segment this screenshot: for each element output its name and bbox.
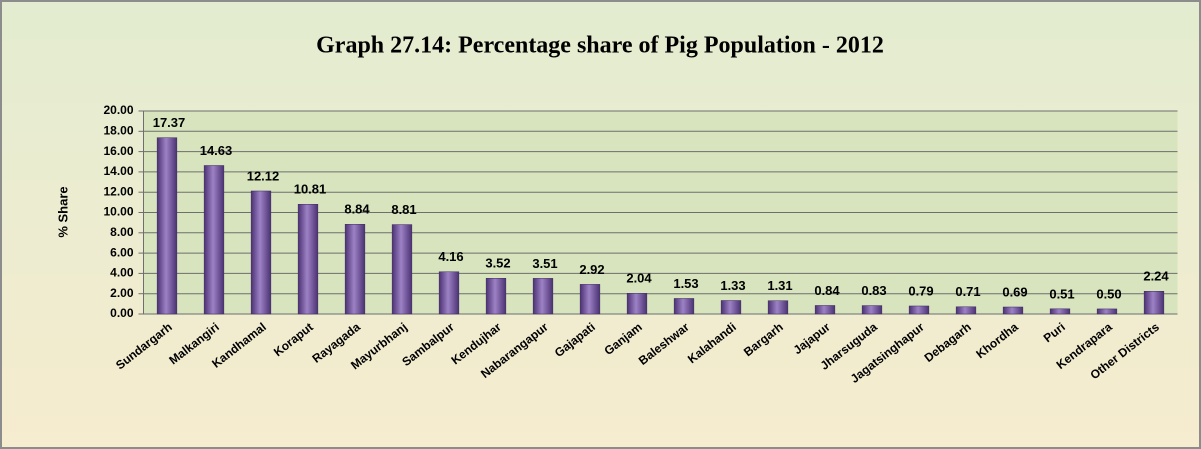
y-tick-label: 2.00 — [110, 286, 134, 300]
bar — [438, 271, 460, 315]
data-label: 3.52 — [485, 256, 510, 271]
data-label: 17.37 — [153, 115, 186, 130]
data-label: 14.63 — [200, 143, 233, 158]
y-tick-label: 18.00 — [103, 123, 133, 137]
data-label: 2.24 — [1143, 269, 1169, 284]
y-tick-label: 10.00 — [103, 205, 133, 219]
y-tick-label: 14.00 — [103, 164, 133, 178]
y-tick-label: 20.00 — [103, 103, 133, 117]
bar — [861, 305, 883, 315]
y-tick-label: 16.00 — [103, 144, 133, 158]
chart-title: Graph 27.14: Percentage share of Pig Pop… — [316, 33, 884, 59]
data-label: 3.51 — [532, 256, 557, 271]
data-label: 8.81 — [391, 202, 416, 217]
y-tick-label: 12.00 — [103, 184, 133, 198]
bar — [1143, 291, 1165, 315]
bar — [344, 224, 366, 315]
data-label: 10.81 — [294, 182, 327, 197]
bar — [767, 300, 789, 315]
bar — [203, 165, 225, 315]
y-tick-label: 6.00 — [110, 245, 134, 259]
bar — [391, 224, 413, 315]
bar — [532, 278, 554, 315]
y-axis-label: % Share — [55, 186, 70, 237]
bar — [626, 293, 648, 315]
bar — [955, 306, 977, 315]
bar — [1002, 306, 1024, 315]
bar — [908, 305, 930, 315]
bar — [673, 298, 695, 315]
bar — [814, 305, 836, 315]
bar — [720, 300, 742, 315]
data-label: 1.31 — [767, 278, 792, 293]
data-label: 0.79 — [908, 283, 933, 298]
bar — [485, 278, 507, 315]
bar — [1096, 308, 1118, 315]
data-label: 1.53 — [673, 276, 698, 291]
bar — [1049, 308, 1071, 315]
data-label: 12.12 — [247, 168, 280, 183]
data-label: 2.92 — [579, 262, 604, 277]
y-tick-label: 4.00 — [110, 266, 134, 280]
data-label: 2.04 — [626, 271, 652, 286]
data-label: 4.16 — [438, 249, 463, 264]
data-label: 8.84 — [344, 202, 370, 217]
y-tick-label: 8.00 — [110, 225, 134, 239]
data-label: 0.71 — [955, 284, 980, 299]
data-label: 1.33 — [720, 278, 745, 293]
y-tick-label: 0.00 — [110, 306, 134, 320]
data-label: 0.51 — [1049, 286, 1074, 301]
bar — [156, 137, 178, 315]
bar — [250, 190, 272, 315]
data-label: 0.84 — [814, 283, 840, 298]
data-label: 0.50 — [1096, 286, 1121, 301]
bar — [297, 204, 319, 315]
data-label: 0.69 — [1002, 284, 1027, 299]
data-label: 0.83 — [861, 283, 886, 298]
bar — [579, 284, 601, 315]
